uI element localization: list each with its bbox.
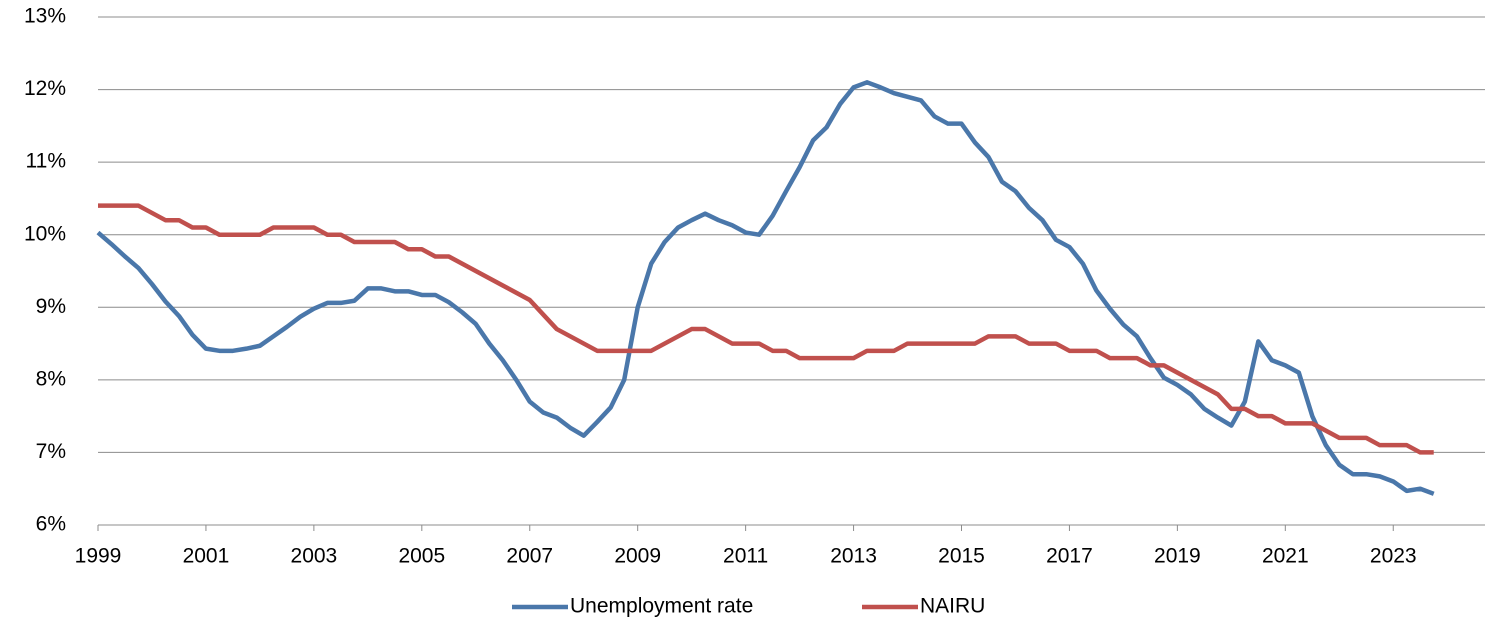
x-tick-label: 2023 (1370, 545, 1417, 568)
x-tick-label: 2017 (1046, 545, 1093, 568)
x-tick-label: 2007 (506, 545, 553, 568)
x-tick-label: 2021 (1262, 545, 1309, 568)
x-tick-label: 2003 (291, 545, 338, 568)
y-tick-label: 13% (24, 5, 66, 28)
series-line (96, 80, 1435, 496)
x-tick-label: 2013 (830, 545, 877, 568)
x-tick-label: 2019 (1154, 545, 1201, 568)
y-tick-label: 6% (36, 513, 66, 536)
y-tick-label: 12% (24, 77, 66, 100)
series-line (98, 203, 1434, 455)
x-tick-label: 2015 (938, 545, 985, 568)
y-tick-label: 10% (24, 222, 66, 245)
y-tick-label: 7% (36, 440, 66, 463)
x-tick-label: 2009 (614, 545, 661, 568)
y-tick-label: 8% (36, 367, 66, 390)
y-tick-label: 11% (26, 150, 66, 173)
legend-label: Unemployment rate (570, 595, 753, 618)
legend-label: NAIRU (920, 595, 985, 618)
x-tick-label: 2011 (723, 545, 768, 568)
x-tick-label: 1999 (75, 545, 122, 568)
x-tick-label: 2001 (183, 545, 230, 568)
y-tick-label: 9% (36, 295, 66, 318)
x-tick-label: 2005 (398, 545, 445, 568)
